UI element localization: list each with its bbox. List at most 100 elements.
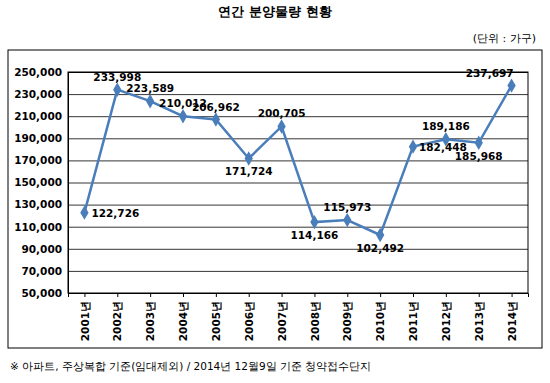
x-tick-label: 2005년 bbox=[210, 301, 222, 341]
marker bbox=[475, 136, 483, 150]
x-tick: 2006년 bbox=[243, 293, 255, 341]
data-label: 237,697 bbox=[466, 67, 514, 79]
y-tick-label: 190,000 bbox=[14, 132, 62, 144]
tick-mark bbox=[512, 293, 513, 297]
x-tick-label: 2012년 bbox=[440, 301, 452, 341]
title: 연간 분양물량 현황 bbox=[218, 4, 331, 19]
x-tick-label: 2011년 bbox=[407, 301, 419, 341]
x-tick: 2003년 bbox=[144, 293, 156, 341]
marker bbox=[212, 112, 220, 126]
x-tick-label: 2014년 bbox=[506, 301, 518, 341]
grid-line bbox=[68, 205, 528, 206]
x-tick: 2005년 bbox=[210, 293, 222, 341]
y-tick: 230,000 bbox=[14, 88, 528, 100]
y-tick-label: 150,000 bbox=[14, 176, 62, 188]
grid-line bbox=[68, 94, 528, 95]
x-tick-label: 2004년 bbox=[177, 301, 189, 341]
marker bbox=[277, 119, 285, 133]
tick-mark bbox=[380, 293, 381, 297]
tick-mark bbox=[216, 293, 217, 297]
y-tick-label: 50,000 bbox=[21, 287, 62, 299]
x-tick: 2011년 bbox=[407, 293, 419, 341]
x-tick: 2012년 bbox=[440, 293, 452, 341]
x-tick: 2014년 bbox=[506, 293, 518, 341]
y-tick-label: 110,000 bbox=[14, 221, 62, 233]
x-tick-label: 2002년 bbox=[111, 301, 123, 341]
y-tick: 110,000 bbox=[14, 221, 528, 233]
data-label: 115,973 bbox=[323, 201, 371, 213]
data-label: 114,166 bbox=[291, 229, 339, 241]
tick-mark bbox=[249, 293, 250, 297]
tick-mark bbox=[479, 293, 480, 297]
y-tick-label: 170,000 bbox=[14, 154, 62, 166]
data-label: 233,998 bbox=[93, 71, 141, 83]
data-label: 185,968 bbox=[455, 150, 503, 162]
x-axis-line bbox=[69, 294, 529, 298]
x-tick: 2013년 bbox=[473, 293, 485, 341]
tick-mark bbox=[150, 293, 151, 297]
y-tick-label: 250,000 bbox=[14, 66, 62, 78]
x-tick: 2009년 bbox=[341, 293, 353, 341]
marker bbox=[179, 109, 187, 123]
grid-line bbox=[68, 183, 528, 184]
plot: 50,000 70,000 90,000 110,000 130,000 150,000 1… bbox=[14, 66, 528, 341]
x-tick: 2001년 bbox=[79, 293, 91, 341]
plot-frame bbox=[68, 72, 528, 293]
tick-mark bbox=[347, 293, 348, 297]
tick-mark bbox=[84, 293, 85, 297]
marker bbox=[245, 151, 253, 165]
data-label: 189,186 bbox=[422, 120, 470, 132]
tick-mark bbox=[413, 293, 414, 297]
grid-line bbox=[68, 138, 528, 139]
data-label: 122,726 bbox=[91, 207, 139, 219]
y-tick-label: 90,000 bbox=[21, 243, 62, 255]
marker bbox=[146, 94, 154, 108]
data-label: 206,962 bbox=[192, 101, 240, 113]
x-tick: 2002년 bbox=[111, 293, 123, 341]
y-tick: 70,000 bbox=[21, 265, 528, 277]
marker bbox=[343, 213, 351, 227]
y-axis-line bbox=[69, 73, 529, 294]
x-tick-label: 2007년 bbox=[276, 301, 288, 341]
tick-mark bbox=[117, 293, 118, 297]
data-label: 171,724 bbox=[225, 165, 273, 177]
footnote: ※ 아파트, 주상복합 기준(임대제외) / 2014년 12월9일 기준 청약… bbox=[10, 360, 371, 372]
data-label: 223,589 bbox=[126, 82, 174, 94]
x-axis: 2001년 2002년 2003년 2004년 2005년 2006년 2007년 2008년… bbox=[69, 293, 529, 341]
data-label: 200,705 bbox=[258, 107, 306, 119]
y-tick-label: 210,000 bbox=[14, 110, 62, 122]
x-tick: 2004년 bbox=[177, 293, 189, 341]
tick-mark bbox=[446, 293, 447, 297]
marker bbox=[376, 228, 384, 242]
line bbox=[84, 86, 511, 235]
grid-line bbox=[68, 227, 528, 228]
x-tick-label: 2006년 bbox=[243, 301, 255, 341]
y-tick-label: 230,000 bbox=[14, 88, 62, 100]
marker bbox=[113, 82, 121, 96]
series bbox=[80, 78, 515, 242]
grid-line bbox=[68, 271, 528, 272]
marker bbox=[80, 205, 88, 219]
y-tick-label: 70,000 bbox=[21, 265, 62, 277]
y-tick: 90,000 bbox=[21, 243, 528, 255]
tick-mark bbox=[183, 293, 184, 297]
y-tick: 170,000 bbox=[14, 154, 528, 166]
x-tick: 2008년 bbox=[309, 293, 321, 341]
x-tick-label: 2010년 bbox=[374, 301, 386, 341]
marker bbox=[409, 139, 417, 153]
x-tick: 2010년 bbox=[374, 293, 386, 341]
tick-mark bbox=[314, 293, 315, 297]
grid-line bbox=[68, 249, 528, 250]
x-tick-label: 2001년 bbox=[79, 301, 91, 341]
chart: 연간 분양물량 현황 (단위 : 가구) ※ 아파트, 주상복합 기준(임대제외) … bbox=[0, 0, 550, 383]
x-tick-label: 2003년 bbox=[144, 301, 156, 341]
y-tick-label: 130,000 bbox=[14, 198, 62, 210]
data-label: 102,492 bbox=[356, 242, 404, 254]
x-tick: 2007년 bbox=[276, 293, 288, 341]
x-tick-label: 2008년 bbox=[309, 301, 321, 341]
marker bbox=[310, 215, 318, 229]
tick-mark bbox=[282, 293, 283, 297]
x-tick-label: 2009년 bbox=[341, 301, 353, 341]
subtitle: (단위 : 가구) bbox=[473, 32, 536, 45]
chart-box bbox=[8, 50, 542, 348]
